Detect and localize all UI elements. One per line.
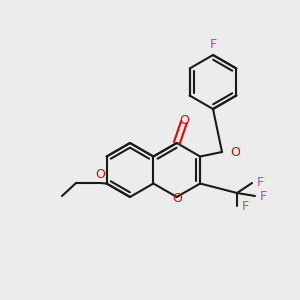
Text: F: F xyxy=(260,190,267,202)
Text: O: O xyxy=(172,191,182,205)
Text: F: F xyxy=(257,176,264,190)
Text: F: F xyxy=(242,200,249,212)
Text: O: O xyxy=(179,115,189,128)
Text: O: O xyxy=(95,169,105,182)
Text: F: F xyxy=(209,38,217,52)
Text: O: O xyxy=(230,146,240,158)
